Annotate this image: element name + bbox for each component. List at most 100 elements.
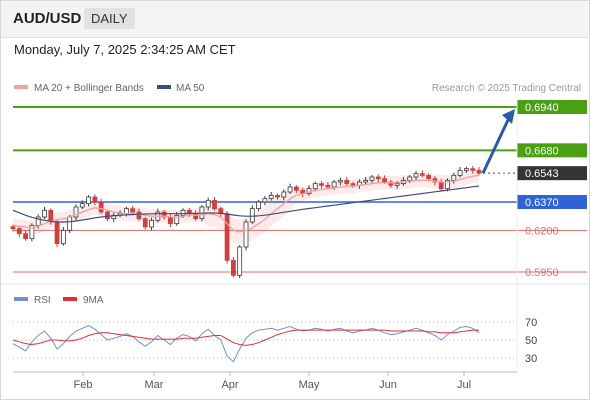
candle-body: [319, 183, 324, 186]
x-tick-label-Mar: Mar: [145, 379, 164, 391]
candle-body: [256, 201, 261, 210]
candle-body: [451, 174, 457, 181]
candle-body: [79, 203, 85, 208]
candle-body: [331, 181, 337, 188]
candle-body: [438, 181, 444, 190]
candle-body: [369, 176, 375, 181]
candle-body: [73, 206, 79, 218]
price-tag-0.6543: [517, 166, 587, 181]
x-tick-label-Jun: Jun: [379, 379, 397, 391]
candle-body: [149, 219, 154, 228]
timeframe-badge[interactable]: DAILY: [84, 8, 135, 29]
candle-body: [35, 216, 41, 226]
candle-body: [161, 211, 167, 218]
rsi-legend-swatch: [14, 297, 28, 301]
candle-body: [249, 208, 255, 223]
candle-body: [325, 184, 331, 188]
candle-body: [237, 246, 243, 276]
candle-body: [268, 194, 274, 200]
candle-body: [476, 169, 482, 174]
candle-body: [243, 221, 249, 248]
candle-body: [382, 178, 387, 183]
candle-body: [142, 218, 148, 228]
candle-body: [224, 213, 230, 261]
ma20-legend-label: MA 20 + Bollinger Bands: [34, 83, 144, 94]
candle-body: [419, 173, 425, 176]
candle-body: [205, 199, 211, 208]
x-tick-label-Apr: Apr: [221, 379, 238, 391]
candle-body: [281, 191, 287, 198]
candle-body: [388, 181, 394, 186]
rsi-tick-label-70: 70: [525, 317, 537, 329]
candle-body: [180, 209, 186, 216]
candle-body: [98, 201, 104, 213]
candle-body: [212, 199, 217, 210]
header-bar: AUD/USD DAILY: [1, 1, 589, 38]
candle-body: [67, 216, 73, 231]
candle-body: [48, 209, 54, 223]
price-label-0.5950: 0.5950: [525, 267, 559, 279]
candle-body: [312, 183, 318, 190]
candle-body: [464, 168, 469, 171]
x-tick-label-May: May: [299, 379, 320, 391]
candle-body: [293, 186, 299, 191]
price-tag-0.6940: [517, 100, 587, 114]
candle-body: [375, 176, 381, 180]
candle-body: [42, 209, 47, 218]
rsi-tick-label-30: 30: [525, 353, 537, 365]
candle-body: [10, 226, 16, 230]
candle-body: [350, 183, 356, 186]
candle-body: [287, 186, 293, 193]
symbol-title: AUD/USD: [13, 10, 82, 27]
candle-body: [92, 196, 98, 203]
ma20-line: [12, 174, 480, 233]
ma9-legend-label: 9MA: [83, 295, 104, 306]
candle-body: [174, 214, 180, 225]
candle-body: [407, 176, 413, 181]
ma50-legend-label: MA 50: [176, 83, 205, 94]
forecast-arrow-head: [502, 109, 515, 124]
price-label-0.6200: 0.6200: [525, 225, 559, 237]
candle-body: [60, 229, 66, 245]
candle-body: [29, 224, 35, 240]
candle-body: [394, 183, 400, 186]
rsi-tick-label-50: 50: [525, 335, 537, 347]
candle-body: [105, 211, 110, 220]
ma9-legend-swatch: [63, 297, 77, 301]
forecast-arrow-shaft: [481, 119, 510, 174]
rsi-line: [12, 325, 480, 363]
candle-body: [231, 259, 236, 276]
candle-body: [168, 216, 173, 225]
price-label-0.6940: 0.6940: [525, 102, 559, 114]
rsi-legend-label: RSI: [34, 295, 51, 306]
candle-body: [363, 179, 369, 183]
candle-body: [413, 173, 419, 178]
candle-body: [457, 169, 463, 176]
candle-body: [130, 208, 136, 213]
credit-label: Research © 2025 Trading Central: [432, 83, 581, 94]
price-tag-0.6680: [517, 143, 587, 158]
rsi-ma9-line: [12, 329, 479, 346]
candle-body: [426, 174, 432, 180]
ma50-legend-swatch: [157, 85, 171, 89]
ma50-line: [12, 185, 480, 223]
candle-body: [54, 221, 60, 245]
price-label-0.6543: 0.6543: [525, 168, 559, 180]
x-tick-label-Jul: Jul: [457, 379, 471, 391]
candle-body: [23, 233, 28, 240]
bollinger-band: [13, 168, 479, 245]
ma20-legend-swatch: [14, 85, 28, 89]
candle-body: [262, 198, 268, 203]
candle-body: [470, 168, 476, 171]
candle-body: [193, 213, 199, 220]
datetime-label: Monday, July 7, 2025 2:34:25 AM CET: [14, 42, 236, 57]
x-tick-label-Feb: Feb: [74, 379, 93, 391]
price-label-0.6370: 0.6370: [525, 197, 559, 209]
candle-body: [344, 179, 350, 185]
candle-body: [86, 196, 91, 205]
candle-body: [16, 228, 22, 235]
candle-body: [275, 194, 280, 198]
candle-body: [338, 179, 343, 183]
